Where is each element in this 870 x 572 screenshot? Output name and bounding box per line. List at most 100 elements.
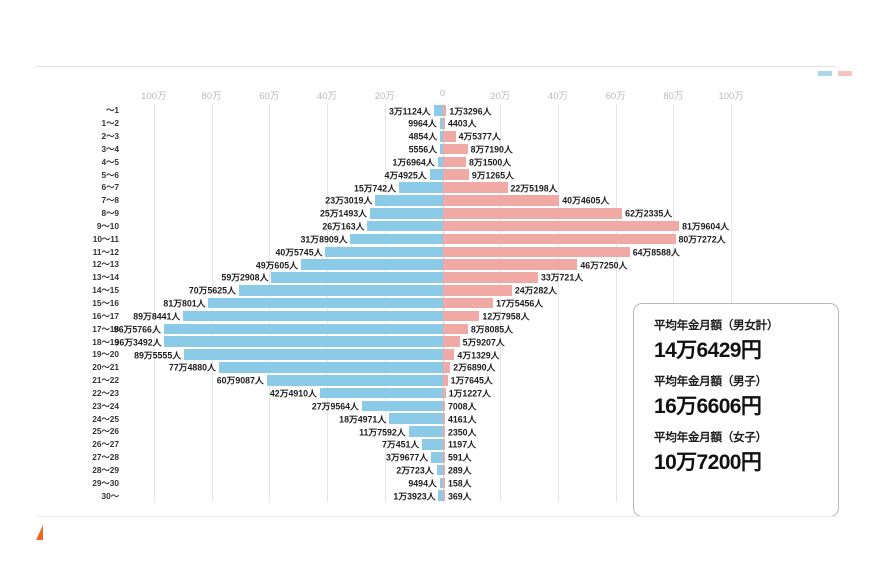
bar-value-male: 7万451人: [382, 439, 420, 450]
bar-value-male: 2万723人: [396, 465, 434, 476]
bar-value-male: 11万7592人: [359, 427, 406, 438]
bar-value-male: 4854人: [408, 131, 437, 142]
y-category-label: 〜1: [106, 105, 119, 116]
bar-male: 42万4910人: [270, 387, 443, 399]
bar-value-male: 1万3923人: [393, 491, 436, 502]
bar-value-female: 9万1265人: [471, 170, 514, 181]
bar-value-male: 60万9087人: [216, 375, 264, 386]
chart-row: 26〜27 7万451人 1197人: [92, 438, 760, 451]
bar-value-male: 31万8909人: [300, 234, 348, 245]
chart-row: 15〜16 81万801人 17万5456人: [92, 297, 760, 310]
bar-male: 96万5766人: [114, 323, 443, 334]
bar-female: 4403人: [442, 118, 476, 129]
bar-male: 77万4880人: [169, 362, 443, 373]
bar-female: 17万5456人: [442, 297, 543, 309]
bar-female: 80万7272人: [442, 233, 725, 244]
bar-value-female: 4403人: [448, 118, 477, 129]
chart-row: 8〜9 25万1493人 62万2335人: [101, 207, 760, 220]
limo-mark-icon: [36, 525, 43, 540]
bar-male: 40万5745人: [275, 246, 443, 257]
bar-female: 81万9604人: [442, 220, 729, 232]
bar-male: 2万723人: [396, 464, 443, 476]
chart-row: 6〜7 15万742人 22万5198人: [101, 181, 760, 194]
average-pension-group: 平均年金月額（男女計） 14万6429円: [654, 317, 838, 364]
bar-male: 70万5625人: [189, 285, 443, 296]
bar-female: 24万282人: [442, 285, 557, 296]
bar-value-female: 12万7958人: [482, 311, 530, 322]
chart-row: 20〜21 77万4880人 2万6890人: [92, 361, 760, 374]
y-category-label: 22〜23: [92, 387, 119, 398]
bar-value-female: 1万3296人: [449, 106, 492, 117]
chart-row: 23〜24 27万9564人 7008人: [92, 399, 760, 412]
bar-value-male: 49万605人: [255, 260, 298, 271]
bar-female: 8万7190人: [442, 143, 513, 155]
bar-value-female: 4161人: [448, 414, 477, 425]
bar-value-female: 24万282人: [514, 285, 557, 296]
bar-value-female: 81万9604人: [682, 221, 730, 232]
y-category-label: 12〜13: [92, 259, 119, 270]
gridline: [500, 104, 502, 502]
chart-row: 21〜22 60万9087人 1万7645人: [92, 374, 760, 387]
chart-row: 1〜2 9964人 4403人: [101, 117, 760, 130]
x-tick-label: 0: [439, 88, 446, 99]
bar-value-male: 9494人: [408, 478, 437, 489]
chart-row: 〜1 3万1124人 1万3296人: [106, 104, 760, 117]
bar-female: 8万1500人: [442, 156, 511, 167]
bar-value-female: 64万8588人: [632, 247, 680, 258]
bar-female: 22万5198人: [442, 182, 557, 193]
bar-female: 9万1265人: [442, 169, 514, 180]
bar-value-female: 4万5377人: [458, 131, 501, 142]
chart-row: 24〜25 18万4971人 4161人: [92, 412, 760, 425]
bar-male: 49万605人: [256, 259, 443, 270]
bar-value-female: 8万1500人: [469, 157, 512, 168]
chart-row: 4〜5 1万6964人 8万1500人: [101, 155, 760, 168]
bar-value-female: 1万7645人: [450, 375, 493, 386]
chart-row: 5〜6 4万4925人 9万1265人: [101, 168, 760, 181]
y-category-label: 5〜6: [101, 169, 119, 180]
y-category-label: 15〜16: [92, 297, 119, 308]
bar-male: 23万3019人: [325, 195, 443, 206]
bar-male: 89万8441人: [133, 310, 443, 322]
bar-female: 289人: [442, 464, 471, 476]
bar-value-female: 591人: [448, 452, 472, 463]
bar-female: 62万2335人: [442, 208, 672, 219]
average-pension-group: 平均年金月額（女子） 10万7200円: [654, 429, 838, 476]
chart-row: 2〜3 4854人 4万5377人: [101, 130, 760, 143]
average-pension-value: 10万7200円: [654, 451, 762, 474]
average-pension-label: 平均年金月額（女子）: [654, 431, 767, 444]
bar-value-male: 89万5555人: [134, 350, 182, 361]
y-category-label: 7〜8: [101, 195, 119, 206]
chart-row: 25〜26 11万7592人 2350人: [92, 425, 760, 438]
bar-female: 40万4605人: [442, 195, 609, 206]
limo-logo: [36, 524, 47, 540]
bar-value-male: 27万9564人: [311, 401, 359, 412]
bar-male: 18万4971人: [339, 413, 443, 424]
bar-female: 46万7250人: [442, 259, 627, 270]
chart-plot-area: 100万 80万 60万 40万 20万 0 20万 40万 60万 80万 100万 〜1 3万112…: [92, 88, 760, 502]
gridline: [615, 104, 617, 502]
bar-value-female: 17万5456人: [496, 298, 544, 309]
legend-item-male: [818, 71, 832, 76]
bar-value-female: 46万7250人: [580, 260, 628, 271]
bar-female: 4万5377人: [442, 130, 501, 142]
bar-value-male: 40万5745人: [275, 247, 323, 258]
gridline: [557, 104, 559, 502]
bar-female: 1万1227人: [442, 387, 491, 399]
y-category-label: 3〜4: [101, 143, 119, 154]
x-tick-label: 60万: [605, 91, 626, 102]
average-pension-group: 平均年金月額（男子） 16万6606円: [654, 373, 838, 420]
y-category-label: 29〜30: [92, 477, 119, 488]
bar-female: 7008人: [442, 400, 476, 411]
y-category-label: 28〜29: [92, 464, 119, 475]
bar-value-male: 4万4925人: [384, 170, 427, 181]
x-tick-label: 40万: [316, 91, 338, 102]
bar-value-male: 70万5625人: [188, 285, 236, 296]
chart-row: 9〜10 26万163人 81万9604人: [97, 220, 760, 233]
bar-value-male: 23万3019人: [325, 195, 373, 206]
bar-male: 1万6964人: [393, 156, 443, 167]
bar-female: 33万721人: [442, 272, 583, 283]
y-category-label: 1〜2: [101, 118, 119, 129]
average-pension-label: 平均年金月額（男女計）: [654, 319, 779, 332]
bar-male: 4854人: [409, 130, 443, 142]
bar-value-male: 3万1124人: [388, 106, 431, 117]
